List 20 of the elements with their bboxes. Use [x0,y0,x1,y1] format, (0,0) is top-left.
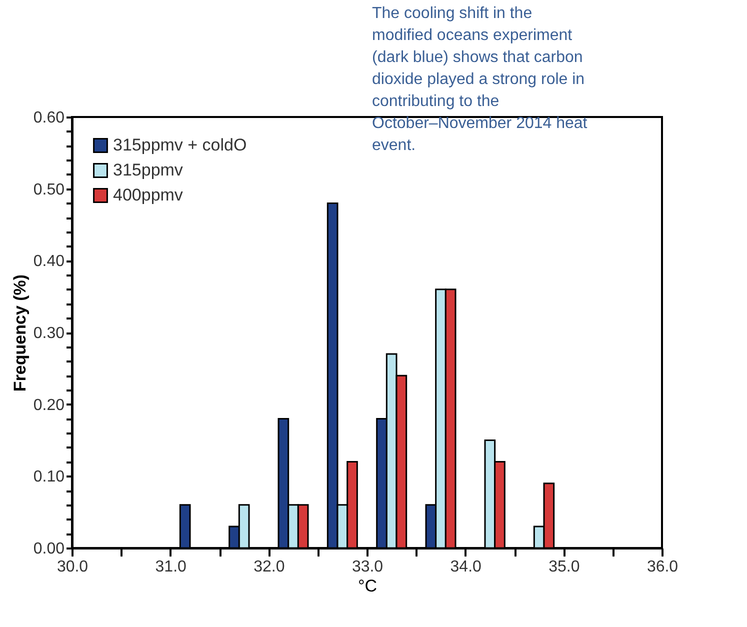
legend-label: 315ppmv [113,160,184,180]
x-tick-label: 31.0 [155,558,187,576]
x-tick-label: 35.0 [548,558,580,576]
x-tick-label: 36.0 [646,558,678,576]
y-tick-label: 0.50 [33,181,65,198]
y-tick-label: 0.40 [33,253,65,270]
x-tick-label: 32.0 [254,558,285,576]
y-tick-label: 0.20 [33,396,65,414]
y-tick-label: 0.60 [33,110,65,126]
y-tick-label: 0.10 [33,468,65,486]
y-axis-title: Frequency (%) [10,274,30,392]
y-tick-label: 0.00 [33,540,65,558]
legend-label: 315ppmv + coldO [113,136,247,154]
x-axis-title: °C [358,576,378,596]
annotation: The cooling shift in the modified oceans experiment (dark blue) shows that carbon dioxide played a strong role in contributing to the October–November 2014 heat event. [372,5,588,154]
x-tick-label: 30.0 [56,558,88,576]
x-tick-label: 34.0 [450,558,482,576]
y-tick-label: 0.30 [33,325,65,342]
x-tick-label: 33.0 [352,558,384,576]
legend-label: 400ppmv [113,186,184,204]
